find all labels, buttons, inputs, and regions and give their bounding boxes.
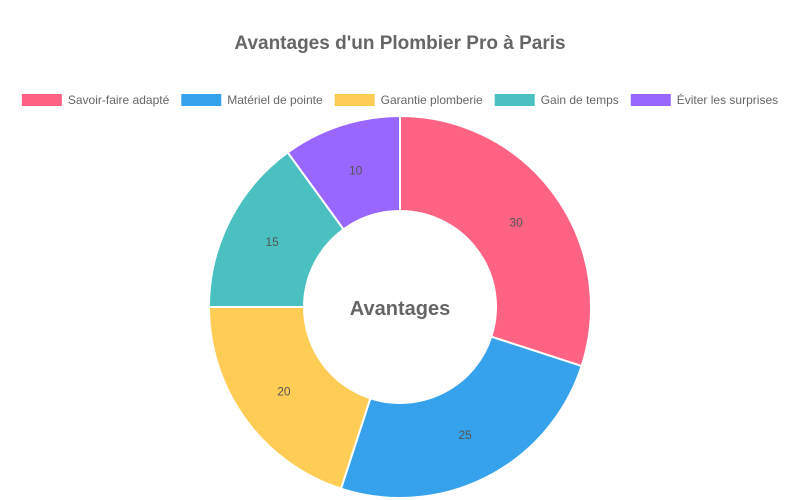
chart-slice-labels: 30 25 20 15 10 [265,164,523,442]
legend-label: Matériel de pointe [227,93,323,107]
legend-item-garantie-plomberie[interactable]: Garantie plomberie [334,93,483,107]
slice-value-label: 10 [349,164,363,178]
chart-slices [207,114,592,499]
slice-value-label: 25 [458,428,472,442]
legend-swatch [494,94,535,106]
legend-swatch [630,94,671,106]
legend-label: Éviter les surprises [677,92,778,107]
slice-materiel-de-pointe[interactable] [339,335,583,499]
slice-garantie-plomberie[interactable] [207,306,372,490]
legend-item-savoir-faire-adapte[interactable]: Savoir-faire adapté [21,93,170,107]
slice-value-label: 15 [265,235,279,249]
legend-swatch [181,94,222,106]
legend-label: Gain de temps [541,93,619,107]
slice-value-label: 30 [509,216,523,230]
legend-item-gain-de-temps[interactable]: Gain de temps [494,93,619,107]
legend-swatch [334,94,375,106]
legend-item-materiel-de-pointe[interactable]: Matériel de pointe [181,93,323,107]
legend-label: Savoir-faire adapté [68,93,170,107]
slice-eviter-les-surprises[interactable] [286,114,401,231]
center-label: Avantages [350,298,450,320]
legend-swatch [21,94,62,106]
chart-title: Avantages d'un Plombier Pro à Paris [234,33,565,54]
legend-label: Garantie plomberie [381,93,483,107]
legend-item-eviter-les-surprises[interactable]: Éviter les surprises [630,92,778,107]
slice-savoir-faire-adapte[interactable] [399,114,592,368]
chart-legend: Savoir-faire adapté Matériel de pointe Gar… [21,92,778,107]
slice-value-label: 20 [277,384,291,398]
